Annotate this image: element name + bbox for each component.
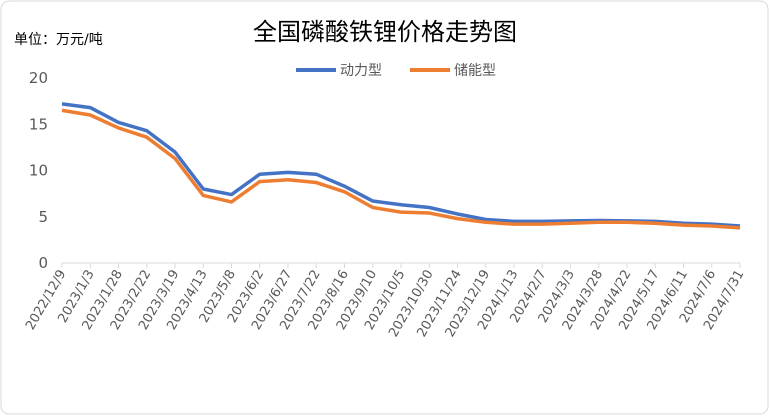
chart-title: 全国磷酸铁锂价格走势图 [253, 18, 517, 46]
y-tick-label: 0 [38, 254, 48, 272]
legend-label: 动力型 [340, 63, 382, 79]
legend-label: 储能型 [454, 63, 496, 79]
y-tick-label: 5 [38, 208, 48, 226]
y-tick-label: 20 [29, 69, 48, 87]
y-tick-label: 15 [29, 115, 48, 133]
data-line [61, 108, 741, 230]
unit-label: 单位：万元/吨 [14, 32, 103, 48]
y-tick-label: 10 [29, 162, 48, 180]
